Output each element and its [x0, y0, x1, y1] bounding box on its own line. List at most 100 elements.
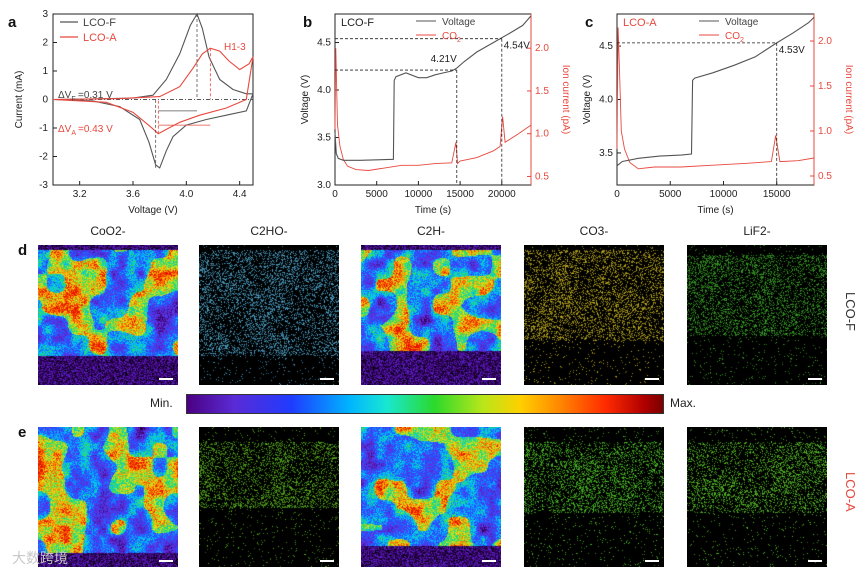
- y-tick-label: 3.5: [317, 133, 331, 144]
- map-title-coo2: CoO2-: [90, 224, 126, 238]
- y-tick-label: 3.5: [599, 148, 613, 159]
- series-co2: [616, 27, 815, 170]
- scale-bar: [808, 560, 822, 562]
- y-tick-label: -1: [39, 123, 48, 134]
- series-lco-a: [52, 47, 254, 135]
- plot-title: LCO-F: [341, 17, 374, 29]
- scale-bar: [645, 560, 659, 562]
- scale-bar: [482, 378, 496, 380]
- x-tick-label: 4.0: [179, 189, 193, 200]
- annotation-dvf-value: =0.31 V: [78, 90, 113, 101]
- y2-tick-label: 2.0: [818, 36, 832, 47]
- x-tick-label: 3.6: [126, 189, 140, 200]
- y2-axis-label: Ion current (pA): [843, 65, 854, 134]
- colorbar-min-label: Min.: [150, 396, 173, 410]
- y-tick-label: 4.0: [599, 95, 613, 106]
- scale-bar: [320, 378, 334, 380]
- x-tick-label: 5000: [659, 189, 682, 200]
- map-title-co3: CO3-: [579, 224, 609, 238]
- x-tick-label: 10000: [710, 189, 738, 200]
- y2-tick-label: 1.0: [535, 129, 549, 140]
- scale-bar: [159, 560, 173, 562]
- y-tick-label: 4.5: [317, 38, 331, 49]
- row-label-lco-f: LCO-F: [843, 292, 858, 331]
- series-voltage: [616, 16, 815, 167]
- colorbar: [186, 394, 664, 414]
- y-axis-label: Voltage (V): [300, 75, 311, 124]
- y-axis-label: Voltage (V): [582, 75, 593, 124]
- y2-tick-label: 1.5: [818, 81, 832, 92]
- series-lco-f: [52, 12, 254, 169]
- y-tick-label: 0: [42, 95, 48, 106]
- plot-title: LCO-A: [623, 17, 657, 29]
- x-tick-label: 5000: [366, 189, 389, 200]
- marker-label: 4.53V: [779, 45, 805, 56]
- cv-plot: 3.2 3.6 4.0 4.4 -3 -2 -1 0 1 2 3 Voltage (V) Current…: [14, 9, 254, 216]
- series-voltage: [334, 15, 532, 161]
- tof-map-lco-f-lif2: [687, 245, 827, 385]
- y-tick-label: 3: [42, 9, 48, 20]
- annotation-dva-prefix: ΔVA: [58, 124, 76, 137]
- y-tick-label: 4.5: [599, 41, 613, 52]
- watermark: 大数跨境: [12, 550, 68, 566]
- series-co2: [334, 48, 532, 171]
- tof-map-lco-f-c2ho: [199, 245, 339, 385]
- scale-bar: [320, 560, 334, 562]
- y2-tick-label: 1.5: [535, 86, 549, 97]
- y2-tick-label: 0.5: [818, 171, 832, 182]
- y-tick-label: 2: [42, 38, 48, 49]
- plot-frame: [616, 13, 815, 186]
- annotation-h13: H1-3: [224, 42, 246, 53]
- y2-axis-label: Ion current (pA): [560, 65, 571, 134]
- scale-bar: [808, 378, 822, 380]
- voltage-co2-plot-lco-f: 0 5000 10000 15000 20000 3.0 3.5 4.0 4.5 0.5 1.0 1.…: [300, 13, 571, 216]
- annotation-dva-value: =0.43 V: [78, 124, 113, 135]
- annotation-dvf-prefix: ΔVF: [58, 90, 76, 103]
- legend-label-voltage: Voltage: [725, 17, 759, 28]
- map-title-c2h: C2H-: [416, 224, 445, 238]
- marker-label: 4.21V: [431, 54, 457, 65]
- panel-label-a: a: [8, 14, 17, 31]
- map-title-lif2: LiF2-: [743, 224, 771, 238]
- map-title-c2ho: C2HO-: [250, 224, 288, 238]
- tof-map-lco-a-c2h: [361, 427, 501, 567]
- x-tick-label: 15000: [446, 189, 474, 200]
- legend-label-voltage: Voltage: [442, 17, 476, 28]
- y2-tick-label: 1.0: [818, 126, 832, 137]
- x-axis-label: Time (s): [697, 205, 733, 216]
- panel-label-d: d: [18, 242, 28, 259]
- tof-map-lco-f-coo2: [38, 245, 178, 385]
- panel-label-c: c: [585, 14, 594, 31]
- tof-map-lco-a-lif2: [687, 427, 827, 567]
- legend-label-co2: CO2: [725, 31, 744, 44]
- y-tick-label: 1: [42, 66, 48, 77]
- legend-label-co2: CO2: [442, 31, 461, 44]
- y-tick-label: 4.0: [317, 85, 331, 96]
- tof-map-lco-f-c2h: [361, 245, 501, 385]
- x-axis-label: Voltage (V): [128, 205, 177, 216]
- scale-bar: [645, 378, 659, 380]
- x-tick-label: 15000: [763, 189, 791, 200]
- x-tick-label: 10000: [404, 189, 432, 200]
- y-tick-label: -2: [39, 152, 48, 163]
- x-tick-label: 20000: [488, 189, 516, 200]
- panel-label-b: b: [303, 14, 313, 31]
- x-tick-label: 0: [332, 189, 338, 200]
- legend-label-lco-f: LCO-F: [83, 17, 116, 29]
- panel-label-e: e: [18, 424, 27, 441]
- y-tick-label: 3.0: [317, 180, 331, 191]
- y-axis-label: Current (mA): [14, 71, 25, 129]
- tof-map-lco-a-co3: [524, 427, 664, 567]
- x-tick-label: 4.4: [233, 189, 247, 200]
- scale-bar: [482, 560, 496, 562]
- voltage-co2-plot-lco-a: 0 5000 10000 15000 3.5 4.0 4.5 0.5 1.0 1.5 2.0 Time…: [582, 13, 854, 216]
- tof-map-lco-a-c2ho: [199, 427, 339, 567]
- tof-map-lco-f-co3: [524, 245, 664, 385]
- row-label-lco-a: LCO-A: [843, 472, 858, 512]
- tof-map-lco-a-coo2: [38, 427, 178, 567]
- y2-tick-label: 2.0: [535, 43, 549, 54]
- y-tick-label: -3: [39, 180, 48, 191]
- x-tick-label: 3.2: [73, 189, 87, 200]
- x-tick-label: 0: [614, 189, 620, 200]
